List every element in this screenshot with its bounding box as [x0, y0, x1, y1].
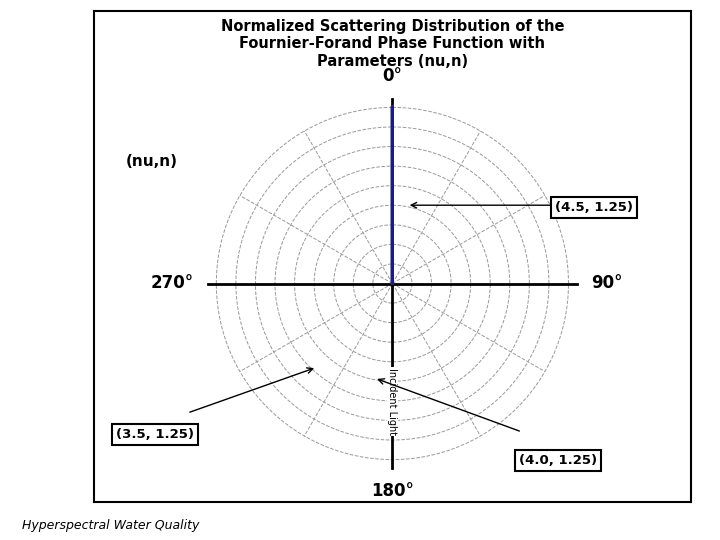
Text: 0°: 0° — [382, 66, 402, 85]
Text: 180°: 180° — [371, 482, 414, 501]
Text: (4.0, 1.25): (4.0, 1.25) — [519, 454, 597, 467]
Text: Incident Light: Incident Light — [387, 368, 397, 435]
Text: (nu,n): (nu,n) — [126, 154, 178, 170]
Text: 90°: 90° — [591, 274, 623, 293]
Text: (3.5, 1.25): (3.5, 1.25) — [116, 428, 194, 441]
Text: Hyperspectral Water Quality: Hyperspectral Water Quality — [22, 519, 199, 532]
Text: Normalized Scattering Distribution of the
Fournier-Forand Phase Function with
Pa: Normalized Scattering Distribution of th… — [220, 19, 564, 69]
Text: 270°: 270° — [150, 274, 194, 293]
Text: (4.5, 1.25): (4.5, 1.25) — [555, 201, 633, 214]
